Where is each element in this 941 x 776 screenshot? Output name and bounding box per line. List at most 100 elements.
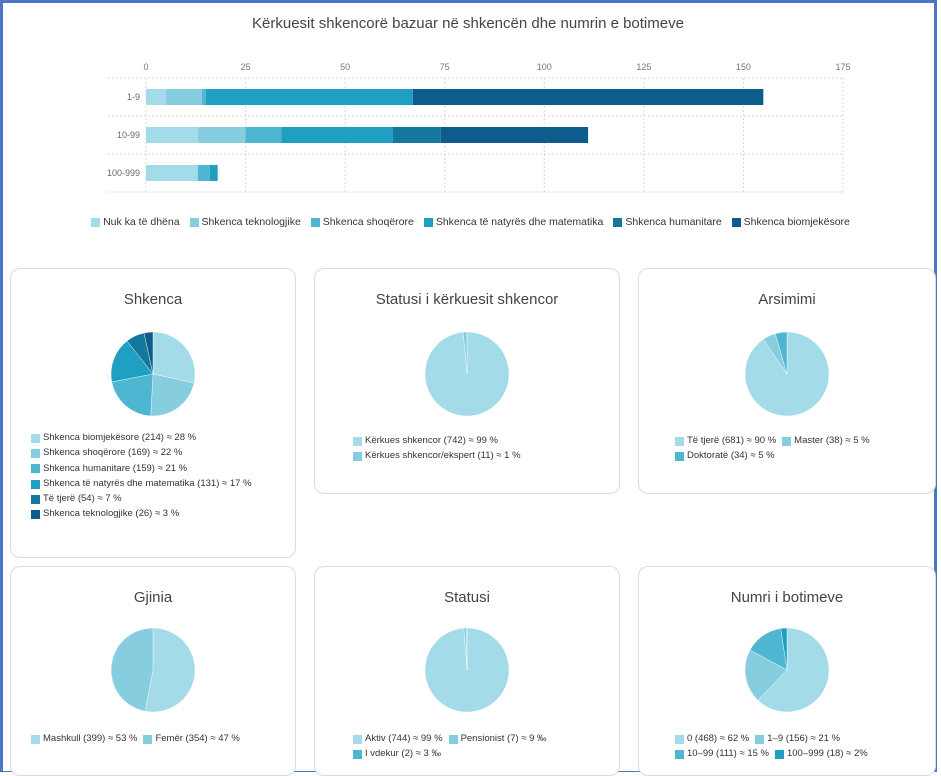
legend-item: Shkenca teknologjike — [189, 216, 301, 228]
bar-segment — [440, 127, 589, 143]
legend-label: Kërkues shkencor/ekspert (11) ≈ 1 % — [365, 450, 521, 462]
x-tick-label: 50 — [340, 62, 350, 72]
legend-label: Mashkull (399) ≈ 53 % — [43, 733, 138, 744]
legend-label: Shkenca të natyrës dhe matematika (131) … — [43, 477, 252, 489]
x-tick-label: 0 — [143, 62, 148, 72]
pie-slice — [152, 331, 196, 384]
legend-label: Shkenca humanitare (159) ≈ 21 % — [43, 462, 188, 474]
x-tick-label: 125 — [636, 62, 651, 72]
x-tick-label: 150 — [736, 62, 751, 72]
legend-label: Të tjerë (681) ≈ 90 % — [687, 435, 777, 446]
bar-segment — [146, 127, 198, 143]
pie-chart-gjinia — [110, 627, 196, 713]
panel-title: Gjinia — [133, 589, 173, 606]
pie-legend: Mashkull (399) ≈ 53 % Femër (354) ≈ 47 % — [31, 733, 246, 748]
pie-chart-numri-botimeve — [744, 627, 830, 713]
legend-item: 100–999 (18) ≈ 2% — [774, 748, 868, 761]
legend-swatch — [353, 750, 362, 759]
legend-item: Të tjerë (54) ≈ 7 % — [31, 493, 122, 506]
pie-chart-arsimimi — [744, 331, 830, 417]
bar-segment — [146, 89, 166, 105]
legend-item: Kërkues shkencor/ekspert (11) ≈ 1 % — [353, 450, 521, 463]
bar-segment — [281, 127, 393, 143]
legend-label: 100–999 (18) ≈ 2% — [786, 748, 868, 760]
pie-slice — [744, 649, 788, 701]
panel-gjinia: Gjinia Mashkull (399) ≈ 53 % Femër (354) … — [10, 566, 296, 776]
legend-swatch — [353, 452, 362, 461]
pie-legend: Të tjerë (681) ≈ 90 % Master (38) ≈ 5 % Do… — [675, 435, 876, 466]
legend-swatch — [31, 479, 40, 489]
legend-label: Femër (354) ≈ 47 % — [155, 733, 240, 744]
pie-legend: Aktiv (744) ≈ 99 % Pensionist (7) ≈ 9 ‰ I … — [353, 733, 553, 764]
panel-statusi-kerkuesit: Statusi i kërkuesit shkencor Kërkues shk… — [314, 268, 620, 494]
legend-label: 0 (468) ≈ 62 % — [687, 733, 750, 744]
panel-title: Statusi i kërkuesit shkencor — [375, 291, 559, 308]
legend-label: Shkenca biomjekësore — [743, 216, 850, 228]
category-label: 10-99 — [117, 130, 140, 140]
legend-label: Nuk ka të dhëna — [103, 216, 180, 228]
bar-chart-legend: Nuk ka të dhëna Shkenca teknologjike Shken… — [0, 216, 941, 228]
legend-swatch — [613, 217, 623, 227]
bar-segment — [209, 165, 218, 181]
panel-title: Shkenca — [123, 291, 183, 308]
legend-item: Të tjerë (681) ≈ 90 % — [675, 435, 776, 448]
pie-chart-statusi-kerkuesit — [424, 331, 510, 417]
legend-swatch — [731, 217, 741, 227]
legend-item: Master (38) ≈ 5 % — [782, 435, 870, 448]
legend-item: Aktiv (744) ≈ 99 % — [353, 733, 443, 746]
pie-slice — [462, 331, 468, 375]
legend-item: Shkenca humanitare (159) ≈ 21 % — [31, 463, 187, 476]
bar-segment — [197, 127, 246, 143]
legend-item: Shkenca të natyrës dhe matematika — [423, 216, 603, 228]
legend-item: Shkenca shoqërore — [310, 216, 414, 228]
legend-item: Mashkull (399) ≈ 53 % — [31, 733, 137, 746]
panel-statusi: Statusi Aktiv (744) ≈ 99 % Pensionist (7)… — [314, 566, 620, 776]
legend-item: Doktoratë (34) ≈ 5 % — [675, 450, 775, 463]
legend-item: 0 (468) ≈ 62 % — [675, 733, 749, 746]
pie-slice — [757, 627, 830, 713]
pie-slice — [110, 627, 154, 712]
legend-item: Kërkues shkencor (742) ≈ 99 % — [353, 435, 498, 448]
legend-swatch — [31, 734, 40, 744]
bar-segment — [197, 165, 210, 181]
stacked-bar-chart: Kërkuesit shkencorë bazuar në shkencën d… — [107, 15, 851, 193]
legend-label: I vdekur (2) ≈ 3 ‰ — [365, 748, 441, 760]
panel-numri-botimeve: Numri i botimeve 0 (468) ≈ 62 % 1–9 (156)… — [638, 566, 936, 776]
legend-swatch — [353, 734, 362, 744]
pie-chart-shkenca — [110, 331, 196, 417]
legend-swatch — [31, 449, 40, 458]
pie-chart-statusi — [424, 627, 510, 713]
panel-title: Arsimimi — [758, 291, 816, 308]
panel-arsimimi: Arsimimi Të tjerë (681) ≈ 90 % Master (38… — [638, 268, 936, 494]
legend-swatch — [91, 217, 101, 227]
bar-segment — [392, 127, 441, 143]
legend-swatch — [448, 734, 458, 744]
x-tick-label: 75 — [440, 62, 450, 72]
legend-item: 1–9 (156) ≈ 21 % — [755, 733, 840, 746]
legend-swatch — [31, 510, 40, 519]
legend-swatch — [675, 436, 684, 446]
pie-slice — [780, 627, 788, 671]
panel-title: Numri i botimeve — [730, 589, 844, 606]
legend-label: Pensionist (7) ≈ 9 ‰ — [460, 733, 547, 744]
legend-label: Shkenca biomjekësore (214) ≈ 28 % — [43, 432, 197, 443]
legend-label: Master (38) ≈ 5 % — [794, 435, 870, 446]
legend-label: Doktoratë (34) ≈ 5 % — [687, 450, 775, 462]
panel-title: Statusi — [444, 589, 490, 606]
legend-label: Shkenca shoqërore (169) ≈ 22 % — [43, 447, 183, 459]
legend-swatch — [31, 464, 40, 474]
category-label: 100-999 — [107, 168, 140, 178]
legend-label: Aktiv (744) ≈ 99 % — [365, 733, 443, 744]
legend-item: Shkenca teknologjike (26) ≈ 3 % — [31, 508, 179, 521]
legend-item: Shkenca biomjekësore — [731, 216, 850, 228]
pie-slice — [111, 373, 154, 417]
legend-swatch — [310, 217, 320, 227]
bar-segment — [412, 89, 764, 105]
legend-label: Shkenca teknologjike (26) ≈ 3 % — [43, 508, 180, 520]
pie-slice — [143, 331, 154, 375]
pie-slice — [144, 627, 196, 713]
legend-swatch — [423, 217, 433, 227]
legend-label: Shkenca shoqërore — [322, 216, 414, 228]
x-tick-label: 25 — [241, 62, 251, 72]
pie-legend: Shkenca biomjekësore (214) ≈ 28 % Shkenca… — [31, 432, 258, 524]
